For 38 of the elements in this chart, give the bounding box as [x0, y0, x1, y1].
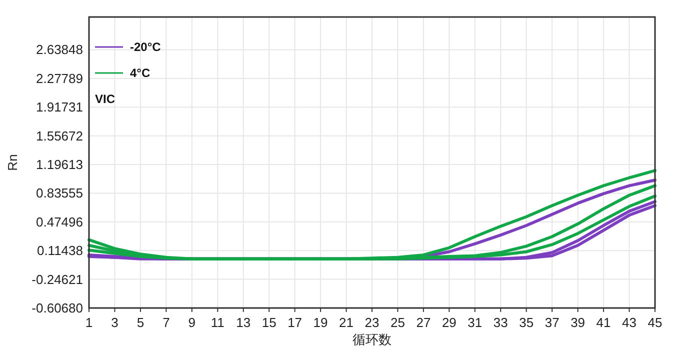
y-tick-label: 0.83555 — [36, 186, 83, 201]
x-tick-label: 37 — [544, 315, 560, 330]
y-axis-title: Rn — [5, 154, 20, 171]
legend-label: -20°C — [130, 40, 162, 54]
y-tick-label: 1.91731 — [36, 100, 83, 115]
y-tick-label: 0.11438 — [36, 243, 83, 258]
x-tick-label: 35 — [519, 315, 534, 330]
x-tick-label: 41 — [596, 315, 611, 330]
x-tick-label: 5 — [136, 315, 144, 330]
x-tick-label: 21 — [339, 315, 354, 330]
x-tick-label: 15 — [262, 315, 276, 330]
y-tick-label: 1.19613 — [36, 157, 83, 172]
x-tick-label: 11 — [210, 315, 224, 330]
legend-label: 4°C — [130, 66, 150, 80]
x-tick-label: 17 — [288, 315, 302, 330]
y-tick-label: 2.27789 — [36, 70, 83, 86]
x-tick-label: 13 — [236, 315, 251, 330]
x-tick-label: 7 — [162, 315, 170, 330]
x-axis-title: 循环数 — [352, 332, 392, 347]
y-tick-label: 2.63848 — [36, 42, 83, 58]
x-tick-label: 39 — [570, 315, 586, 330]
x-tick-label: 19 — [313, 315, 328, 330]
x-tick-label: 1 — [85, 315, 93, 330]
y-tick-label: -0.24621 — [32, 272, 83, 287]
x-tick-label: 31 — [468, 315, 482, 330]
x-tick-label: 43 — [622, 315, 637, 330]
x-tick-label: 9 — [188, 315, 196, 330]
x-tick-label: 25 — [390, 315, 405, 330]
y-tick-label: -0.60680 — [32, 300, 83, 316]
annotation: VIC — [95, 92, 116, 106]
x-tick-label: 23 — [364, 315, 380, 330]
x-tick-label: 45 — [648, 315, 662, 330]
x-tick-label: 27 — [416, 315, 431, 330]
x-tick-label: 3 — [111, 315, 118, 330]
x-tick-label: 33 — [493, 315, 508, 330]
y-tick-label: 0.47496 — [36, 214, 83, 230]
x-tick-label: 29 — [442, 315, 456, 330]
y-tick-label: 1.55672 — [36, 128, 83, 144]
